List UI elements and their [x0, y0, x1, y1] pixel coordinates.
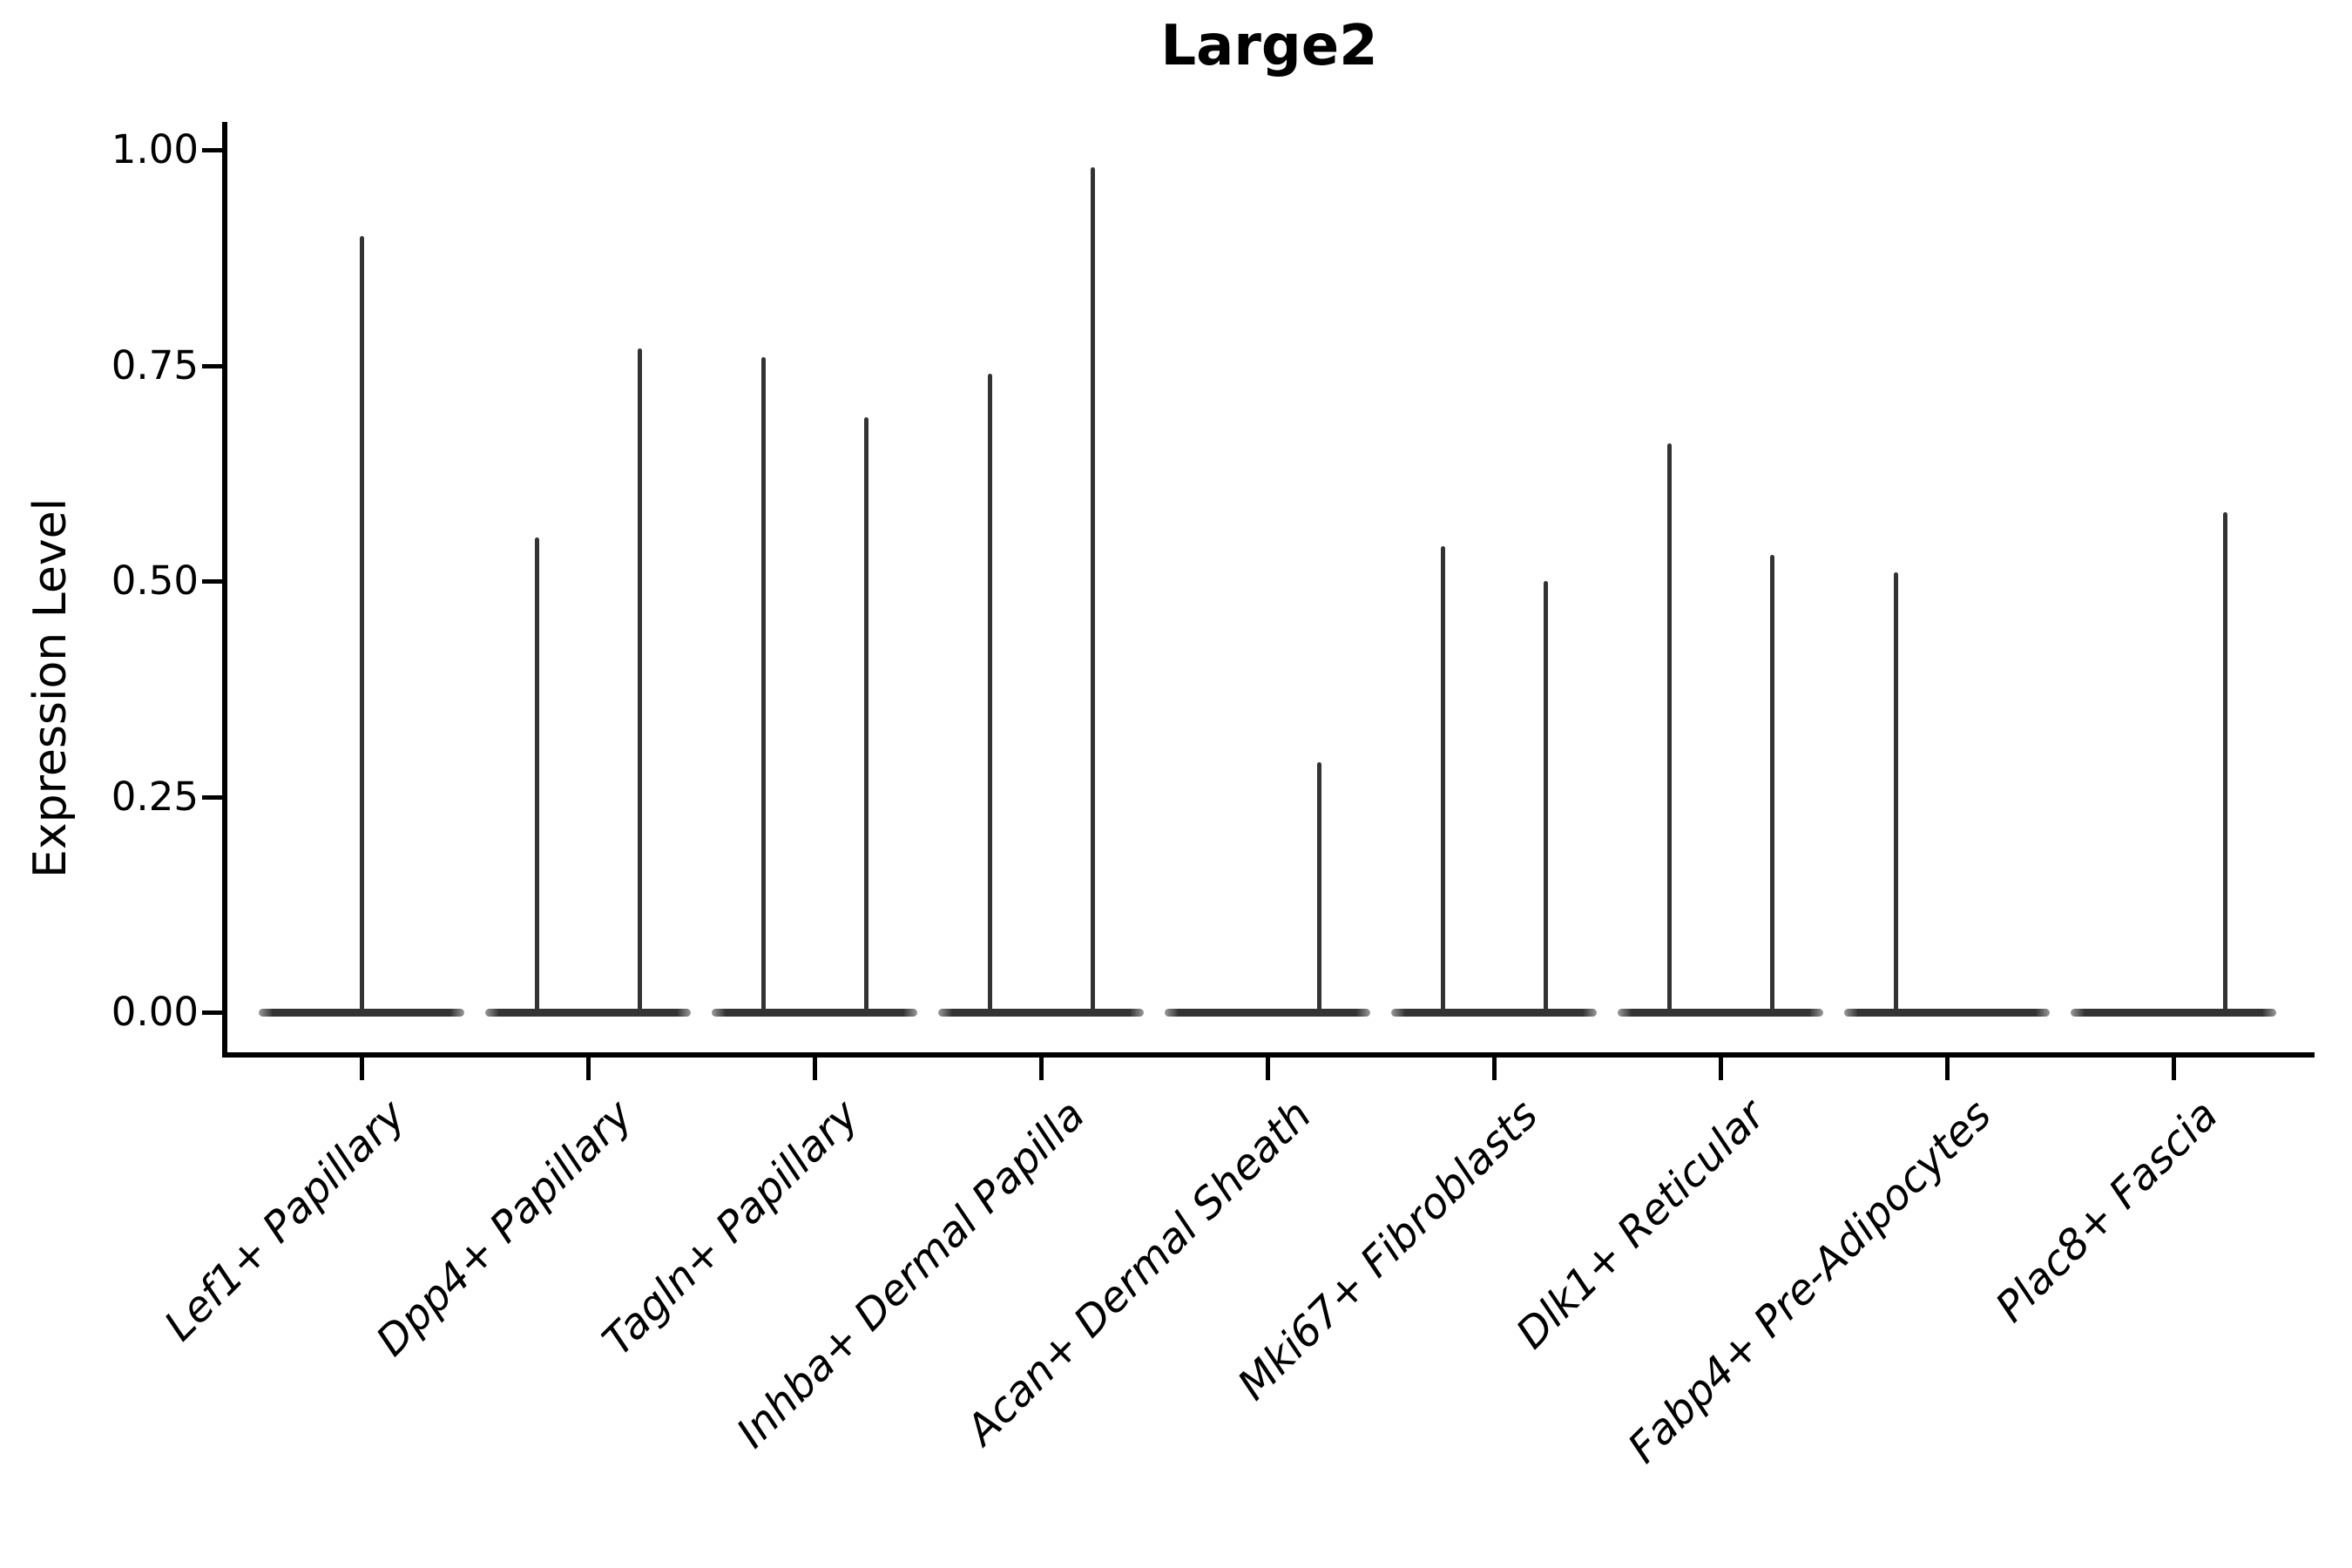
x-axis-tick-label: Plac8+ Fascia	[1985, 1091, 2227, 1332]
violin-spike	[1667, 443, 1672, 1012]
violin-spike	[1544, 581, 1548, 1012]
x-tick-mark	[1945, 1058, 1950, 1080]
violin-spike	[1441, 546, 1445, 1012]
y-tick-mark	[202, 363, 225, 368]
violin-baseline	[1391, 1009, 1597, 1017]
violin-spike	[1894, 572, 1898, 1012]
violin-baseline	[938, 1009, 1144, 1017]
y-tick-label: 0.75	[111, 341, 199, 389]
y-tick-mark	[202, 1010, 225, 1015]
violin-baseline	[485, 1009, 691, 1017]
violin-baseline	[1844, 1009, 2050, 1017]
x-tick-mark	[1039, 1058, 1044, 1080]
violin-spike	[988, 374, 992, 1012]
violin-spike	[360, 236, 364, 1012]
violin-baseline	[2071, 1009, 2276, 1017]
violin-baseline	[259, 1009, 464, 1017]
x-axis-tick-label: Fabp4+ Pre-Adipocytes	[1619, 1091, 2001, 1473]
x-tick-mark	[1266, 1058, 1270, 1080]
x-axis-tick-label: Dlk1+ Reticular	[1506, 1091, 1774, 1359]
violin-baseline	[1618, 1009, 1823, 1017]
y-tick-label: 0.25	[111, 773, 199, 820]
violin-spike	[1091, 167, 1095, 1012]
x-tick-mark	[1492, 1058, 1497, 1080]
violin-spike	[1770, 555, 1774, 1012]
y-axis-spine	[222, 122, 227, 1058]
x-tick-mark	[2172, 1058, 2176, 1080]
violin-spike	[864, 417, 868, 1012]
violin-spike	[1317, 762, 1321, 1012]
y-axis-title: Expression Level	[24, 497, 77, 879]
violin-spike	[535, 537, 539, 1012]
x-tick-mark	[813, 1058, 817, 1080]
x-tick-mark	[1719, 1058, 1723, 1080]
violin-baseline	[712, 1009, 917, 1017]
y-tick-label: 0.50	[111, 558, 199, 604]
x-tick-mark	[586, 1058, 591, 1080]
x-tick-mark	[360, 1058, 364, 1080]
y-tick-mark	[202, 579, 225, 584]
x-axis-spine	[222, 1052, 2315, 1058]
y-tick-label: 0.00	[111, 989, 199, 1035]
chart-title: Large2	[1160, 14, 1378, 78]
violin-baseline	[1165, 1009, 1370, 1017]
x-axis-tick-label: Lef1+ Papillary	[155, 1091, 416, 1351]
y-tick-mark	[202, 794, 225, 800]
y-tick-mark	[202, 148, 225, 152]
violin-spike	[2223, 512, 2227, 1012]
violin-spike	[761, 357, 766, 1012]
y-tick-label: 1.00	[111, 126, 199, 172]
violin-spike	[638, 348, 642, 1012]
